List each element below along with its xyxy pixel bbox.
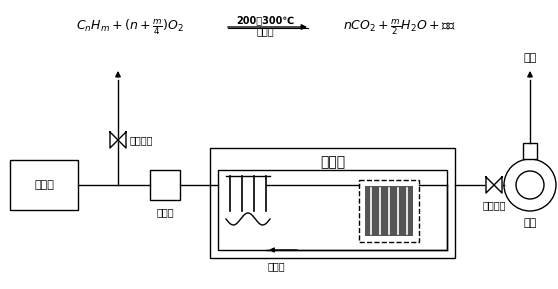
Text: 200－300℃: 200－300℃ <box>236 15 294 25</box>
Text: 阻火器: 阻火器 <box>156 207 174 217</box>
Text: 换热器: 换热器 <box>268 261 286 271</box>
Bar <box>365 186 413 236</box>
Bar <box>359 180 419 242</box>
Bar <box>210 148 455 258</box>
Bar <box>150 170 180 200</box>
Circle shape <box>504 159 556 211</box>
Text: 排空阀门: 排空阀门 <box>130 135 153 145</box>
Bar <box>10 160 78 210</box>
Text: 催化室: 催化室 <box>320 155 345 169</box>
Bar <box>523 143 537 159</box>
Text: 排放: 排放 <box>523 53 537 63</box>
Bar <box>218 170 447 250</box>
Text: 风机: 风机 <box>523 218 537 228</box>
Circle shape <box>516 171 544 199</box>
Polygon shape <box>494 177 502 193</box>
Text: $nCO_2+\frac{m}{2}H_2O+$热量: $nCO_2+\frac{m}{2}H_2O+$热量 <box>344 17 456 37</box>
Text: 废气源: 废气源 <box>34 180 54 190</box>
Polygon shape <box>118 132 126 148</box>
Text: 排空阀门: 排空阀门 <box>482 200 506 210</box>
Polygon shape <box>486 177 494 193</box>
Polygon shape <box>110 132 118 148</box>
Text: $C_nH_m+(n+\frac{m}{4})O_2$: $C_nH_m+(n+\frac{m}{4})O_2$ <box>76 17 184 37</box>
Text: 催化剂: 催化剂 <box>256 26 274 36</box>
